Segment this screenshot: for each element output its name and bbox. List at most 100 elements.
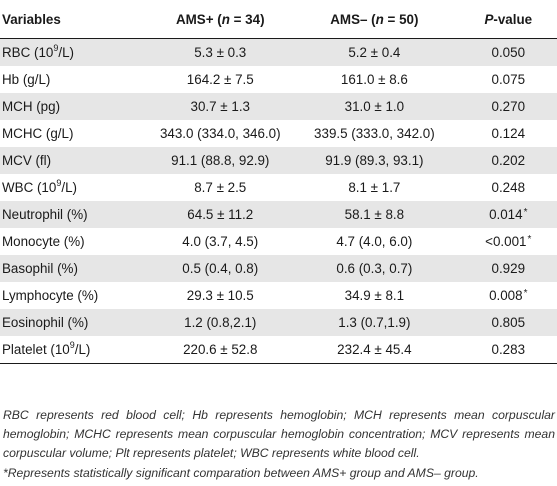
p-value-text: 0.202 bbox=[491, 153, 526, 168]
cell-variable: Eosinophil (%) bbox=[0, 309, 152, 336]
table-row: MCH (pg) 30.7 ± 1.3 31.0 ± 1.0 0.270 bbox=[0, 93, 557, 120]
cell-ams-negative: 58.1 ± 8.8 bbox=[289, 201, 460, 228]
table-row: Eosinophil (%) 1.2 (0.8,2.1) 1.3 (0.7,1.9)… bbox=[0, 309, 557, 336]
variable-unit-end: /L) bbox=[58, 45, 75, 60]
cell-variable: Monocyte (%) bbox=[0, 228, 152, 255]
p-value-text: 0.805 bbox=[491, 315, 526, 330]
header-variables-label: Variables bbox=[2, 11, 61, 27]
variable-name: Basophil (%) bbox=[2, 261, 78, 276]
header-row: Variables AMS+ (n = 34) AMS– (n = 50) P-… bbox=[0, 0, 557, 39]
header-ams-positive: AMS+ (n = 34) bbox=[151, 0, 290, 39]
table-body: RBC (109/L) 5.3 ± 0.3 5.2 ± 0.4 0.050 Hb (g/… bbox=[0, 38, 557, 364]
header-ams-positive-n: n bbox=[221, 11, 230, 27]
variable-name: Hb (g/L) bbox=[2, 72, 51, 87]
cell-ams-positive: 220.6 ± 52.8 bbox=[151, 336, 290, 364]
variable-name: Monocyte (%) bbox=[2, 234, 85, 249]
p-value-text: 0.008 bbox=[489, 288, 523, 303]
cell-ams-positive: 343.0 (334.0, 346.0) bbox=[151, 120, 290, 147]
cell-ams-positive: 29.3 ± 10.5 bbox=[151, 282, 290, 309]
cell-p-value: 0.929 bbox=[459, 255, 557, 282]
variable-name: Platelet (10 bbox=[2, 342, 70, 357]
p-value-text: 0.929 bbox=[491, 261, 526, 276]
variable-unit-exponent: 9 bbox=[69, 339, 75, 350]
cell-variable: MCH (pg) bbox=[0, 93, 152, 120]
cell-ams-negative: 4.7 (4.0, 6.0) bbox=[289, 228, 460, 255]
table-header: Variables AMS+ (n = 34) AMS– (n = 50) P-… bbox=[0, 0, 557, 39]
variable-name: MCHC (g/L) bbox=[2, 126, 74, 141]
table-row: Lymphocyte (%) 29.3 ± 10.5 34.9 ± 8.1 0.008… bbox=[0, 282, 557, 309]
cell-ams-negative: 161.0 ± 8.6 bbox=[289, 66, 460, 93]
cell-variable: Lymphocyte (%) bbox=[0, 282, 152, 309]
table-row: WBC (109/L) 8.7 ± 2.5 8.1 ± 1.7 0.248 bbox=[0, 174, 557, 201]
cell-ams-positive: 30.7 ± 1.3 bbox=[151, 93, 290, 120]
cell-ams-negative: 8.1 ± 1.7 bbox=[289, 174, 460, 201]
header-ams-negative: AMS– (n = 50) bbox=[289, 0, 460, 39]
cell-ams-positive: 4.0 (3.7, 4.5) bbox=[151, 228, 290, 255]
significance-marker: * bbox=[523, 207, 528, 218]
cell-ams-negative: 91.9 (89.3, 93.1) bbox=[289, 147, 460, 174]
cell-variable: RBC (109/L) bbox=[0, 38, 152, 66]
variable-unit-end: /L) bbox=[74, 342, 91, 357]
table-row: MCHC (g/L) 343.0 (334.0, 346.0) 339.5 (333… bbox=[0, 120, 557, 147]
table-row: Neutrophil (%) 64.5 ± 11.2 58.1 ± 8.8 0.014… bbox=[0, 201, 557, 228]
header-ams-negative-suffix: = 50) bbox=[383, 11, 419, 27]
variable-name: Lymphocyte (%) bbox=[2, 288, 99, 303]
cell-ams-negative: 5.2 ± 0.4 bbox=[289, 38, 460, 66]
header-p-suffix: -value bbox=[493, 11, 533, 27]
cell-p-value: 0.008* bbox=[459, 282, 557, 309]
header-ams-positive-prefix: AMS+ ( bbox=[175, 11, 222, 27]
cell-p-value: 0.014* bbox=[459, 201, 557, 228]
p-value-text: 0.075 bbox=[491, 72, 526, 87]
header-ams-negative-prefix: AMS– ( bbox=[330, 11, 376, 27]
cell-variable: Platelet (109/L) bbox=[0, 336, 152, 364]
cell-variable: Hb (g/L) bbox=[0, 66, 152, 93]
header-ams-negative-n: n bbox=[375, 11, 384, 27]
cell-p-value: <0.001* bbox=[459, 228, 557, 255]
table-row: Monocyte (%) 4.0 (3.7, 4.5) 4.7 (4.0, 6.0)… bbox=[0, 228, 557, 255]
cell-ams-positive: 64.5 ± 11.2 bbox=[151, 201, 290, 228]
cell-ams-positive: 164.2 ± 7.5 bbox=[151, 66, 290, 93]
p-value-text: 0.283 bbox=[491, 342, 526, 357]
results-table: Variables AMS+ (n = 34) AMS– (n = 50) P-… bbox=[0, 0, 557, 364]
footnote-significance-text: Represents statistically significant com… bbox=[7, 466, 479, 480]
header-ams-positive-suffix: = 34) bbox=[229, 11, 265, 27]
cell-ams-negative: 339.5 (333.0, 342.0) bbox=[289, 120, 460, 147]
cell-p-value: 0.283 bbox=[459, 336, 557, 364]
header-variables: Variables bbox=[0, 0, 152, 39]
footnote-significance: *Represents statistically significant co… bbox=[3, 464, 555, 483]
cell-variable: MCV (fl) bbox=[0, 147, 152, 174]
cell-ams-negative: 0.6 (0.3, 0.7) bbox=[289, 255, 460, 282]
cell-variable: Neutrophil (%) bbox=[0, 201, 152, 228]
table-row: Platelet (109/L) 220.6 ± 52.8 232.4 ± 45.4… bbox=[0, 336, 557, 364]
cell-variable: MCHC (g/L) bbox=[0, 120, 152, 147]
cell-p-value: 0.270 bbox=[459, 93, 557, 120]
significance-marker: * bbox=[523, 288, 528, 299]
cell-p-value: 0.050 bbox=[459, 38, 557, 66]
cell-p-value: 0.075 bbox=[459, 66, 557, 93]
variable-unit-exponent: 9 bbox=[56, 177, 62, 188]
p-value-text: 0.050 bbox=[491, 45, 526, 60]
cell-ams-positive: 1.2 (0.8,2.1) bbox=[151, 309, 290, 336]
cell-ams-negative: 34.9 ± 8.1 bbox=[289, 282, 460, 309]
cell-ams-positive: 0.5 (0.4, 0.8) bbox=[151, 255, 290, 282]
variable-unit-exponent: 9 bbox=[53, 42, 59, 53]
significance-marker: * bbox=[527, 234, 532, 245]
header-p-value: P-value bbox=[459, 0, 557, 39]
footnote-significance-star: * bbox=[3, 466, 8, 480]
cell-p-value: 0.124 bbox=[459, 120, 557, 147]
footnote-abbreviations: RBC represents red blood cell; Hb repres… bbox=[3, 408, 555, 460]
variable-name: MCV (fl) bbox=[2, 153, 52, 168]
variable-name: WBC (10 bbox=[2, 180, 57, 195]
cell-p-value: 0.248 bbox=[459, 174, 557, 201]
table-footnotes: RBC represents red blood cell; Hb repres… bbox=[3, 406, 555, 483]
cell-ams-positive: 8.7 ± 2.5 bbox=[151, 174, 290, 201]
cell-ams-negative: 1.3 (0.7,1.9) bbox=[289, 309, 460, 336]
variable-name: Neutrophil (%) bbox=[2, 207, 88, 222]
p-value-text: 0.270 bbox=[491, 99, 526, 114]
variable-name: RBC (10 bbox=[2, 45, 54, 60]
cell-ams-negative: 31.0 ± 1.0 bbox=[289, 93, 460, 120]
p-value-text: 0.124 bbox=[491, 126, 526, 141]
table-row: MCV (fl) 91.1 (88.8, 92.9) 91.9 (89.3, 93.… bbox=[0, 147, 557, 174]
cell-ams-positive: 5.3 ± 0.3 bbox=[151, 38, 290, 66]
